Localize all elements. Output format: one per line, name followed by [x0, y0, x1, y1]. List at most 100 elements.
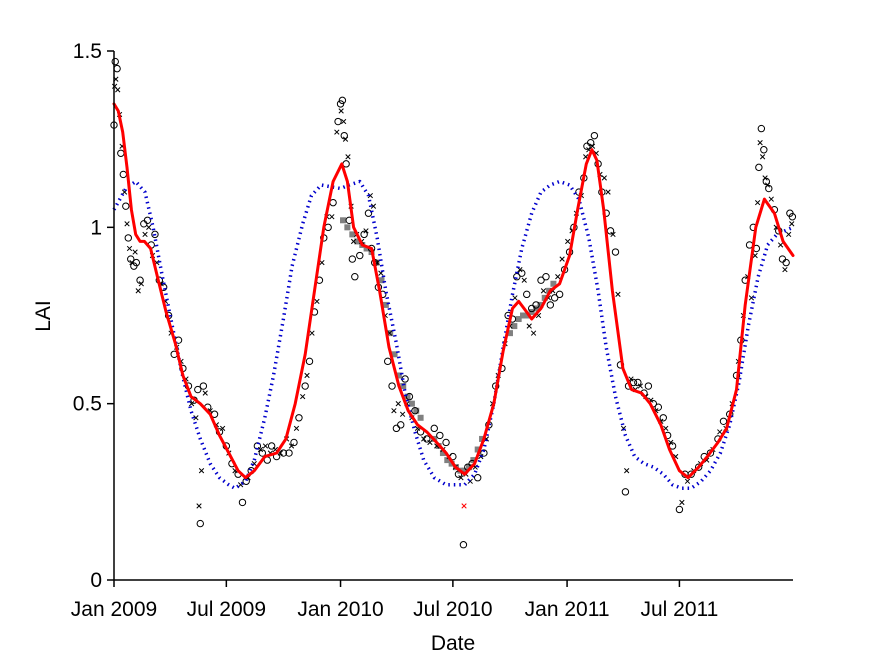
data-point-x — [395, 401, 401, 407]
data-point-circle — [338, 96, 347, 105]
data-point-square — [382, 301, 389, 308]
data-point-x — [196, 503, 202, 509]
data-point-x — [717, 429, 723, 435]
series-0-solid — [112, 102, 795, 480]
x-tick-label: Jul 2009 — [187, 598, 266, 621]
data-point-circle — [194, 385, 202, 394]
data-point-x — [129, 259, 135, 266]
data-point-circle — [290, 438, 298, 447]
data-point-circle — [760, 146, 768, 154]
series-5-markers-x — [461, 503, 467, 509]
data-point-x — [146, 224, 152, 230]
data-point-circle — [364, 209, 373, 217]
data-point-square — [413, 407, 420, 414]
series-1-dotted — [112, 179, 794, 491]
data-point-square — [466, 464, 473, 471]
data-point-circle — [659, 414, 667, 422]
data-point-x — [589, 143, 596, 149]
data-point-x — [367, 192, 373, 199]
data-point-circle — [528, 304, 536, 313]
data-point-circle — [301, 382, 309, 390]
data-point-circle — [117, 149, 125, 157]
data-point-circle — [122, 202, 130, 210]
y-tick-label: 0 — [90, 569, 102, 592]
data-point-circle — [238, 498, 247, 507]
data-point-square — [515, 316, 522, 323]
data-point-circle — [550, 294, 559, 302]
data-point-circle — [675, 505, 684, 514]
data-point-circle — [111, 57, 119, 66]
data-point-square — [408, 400, 415, 407]
smoothed-lai-line — [112, 102, 795, 480]
data-point-circle — [778, 255, 787, 263]
data-point-circle — [258, 449, 267, 457]
data-point-x — [559, 256, 565, 262]
data-point-circle — [388, 382, 396, 390]
data-point-circle — [405, 392, 414, 401]
data-point-circle — [348, 255, 357, 263]
data-point-x — [782, 266, 788, 273]
data-point-x — [679, 499, 685, 506]
data-point-x — [786, 231, 792, 238]
data-point-circle — [143, 216, 152, 224]
data-point-circle — [694, 463, 703, 471]
series-layer — [110, 57, 797, 549]
data-point-x — [684, 478, 691, 484]
data-point-square — [395, 372, 402, 379]
data-point-square — [470, 457, 477, 464]
data-point-x — [759, 154, 766, 160]
data-point-circle — [459, 541, 468, 549]
data-point-x — [427, 439, 433, 446]
data-point-x — [340, 118, 347, 125]
data-point-x — [521, 277, 527, 283]
data-point-x — [135, 288, 141, 294]
data-point-square — [444, 457, 451, 464]
data-point-x — [668, 439, 674, 446]
data-point-circle — [654, 403, 663, 411]
data-point-square — [363, 245, 370, 252]
data-point-x — [530, 330, 537, 336]
data-point-x — [126, 245, 133, 252]
data-point-x — [288, 443, 295, 449]
data-point-circle — [267, 442, 276, 450]
data-point-circle — [436, 431, 444, 440]
data-point-x — [198, 468, 205, 474]
data-point-circle — [136, 276, 144, 284]
data-point-x — [202, 390, 208, 396]
data-point-circle — [140, 220, 148, 228]
data-point-circle — [687, 470, 695, 478]
data-point-x — [115, 87, 121, 93]
data-point-x — [309, 330, 315, 336]
data-point-square — [511, 323, 518, 330]
data-point-x — [762, 175, 768, 181]
data-point-circle — [523, 290, 531, 299]
data-point-circle — [356, 251, 364, 260]
x-axis-title: Date — [431, 632, 475, 655]
data-point-x — [293, 425, 300, 432]
data-point-x — [764, 182, 771, 188]
data-point-x — [391, 408, 397, 414]
data-point-circle — [305, 357, 314, 366]
data-point-circle — [788, 213, 797, 221]
data-point-x — [193, 415, 199, 421]
data-point-square — [391, 351, 398, 358]
data-point-x — [777, 242, 784, 248]
x-tick-label: Jul 2010 — [413, 598, 492, 621]
data-point-x — [132, 249, 138, 255]
data-point-circle — [644, 382, 653, 390]
data-point-x — [757, 140, 763, 146]
data-point-x — [768, 196, 774, 202]
data-point-square — [520, 312, 527, 319]
data-point-circle — [329, 198, 337, 207]
data-point-circle — [384, 357, 392, 366]
data-point-x — [262, 443, 269, 449]
data-point-x — [338, 108, 344, 114]
data-point-circle — [719, 417, 728, 425]
y-tick-label: 1.5 — [73, 40, 102, 63]
data-point-circle — [411, 407, 419, 415]
data-point-circle — [474, 474, 482, 482]
data-point-circle — [611, 248, 620, 256]
data-point-x — [565, 238, 571, 245]
data-point-circle — [532, 301, 540, 309]
data-point-x — [314, 298, 320, 305]
